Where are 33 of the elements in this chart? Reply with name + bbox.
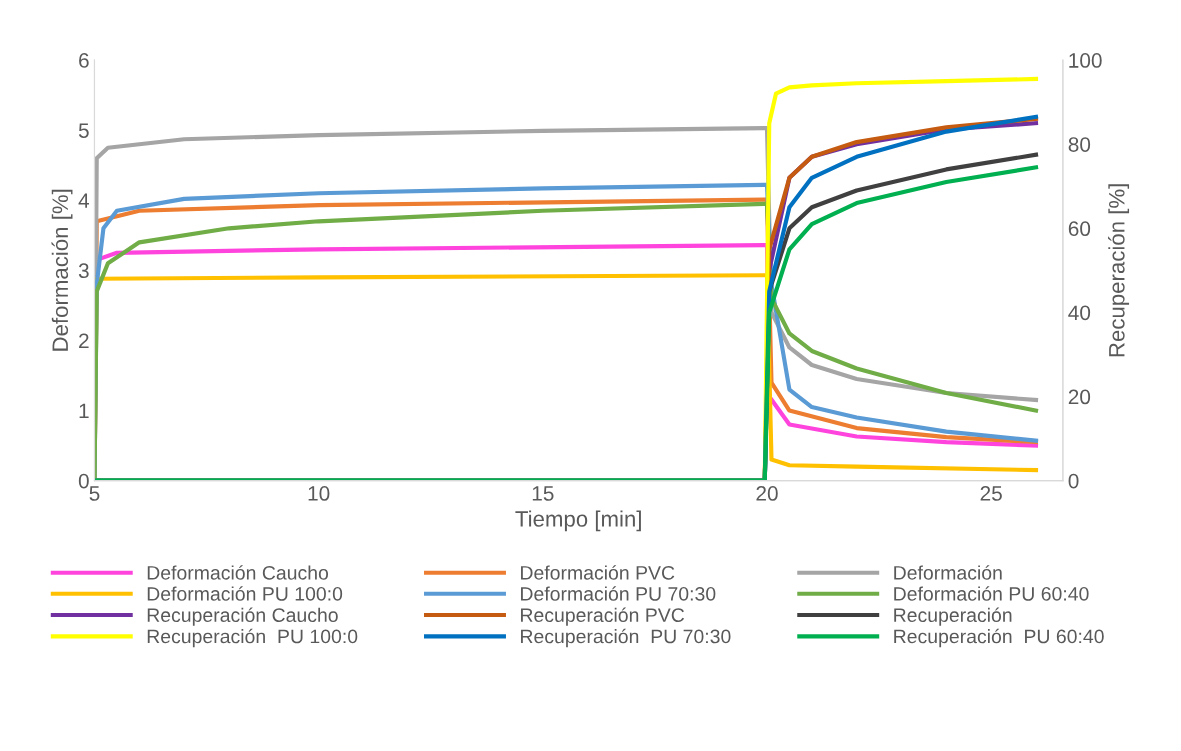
legend-label: Deformación Caucho [147, 565, 329, 580]
x-tick-label: 10 [308, 486, 330, 501]
legend-label: Deformación PVC [521, 565, 675, 580]
y2-tick-label: 80 [1068, 137, 1091, 152]
x-axis-title: Tiempo [min] [515, 510, 641, 532]
y2-tick-label: 40 [1068, 305, 1091, 321]
legend-label: Deformación PU 70:30 [521, 586, 716, 601]
x-tick-label: 25 [980, 486, 1002, 501]
y-axis-title: Deformación [%] [51, 189, 73, 351]
legend-label: Recuperación PU 100:0 [147, 628, 358, 648]
y2-tick-label: 20 [1068, 389, 1091, 405]
y-tick-label: 2 [79, 333, 89, 348]
y2-tick-label: 0 [1068, 473, 1079, 489]
y-tick-label: 4 [78, 193, 90, 208]
y-tick-label: 0 [78, 473, 89, 489]
y2-axis-title: Recuperación [%] [1108, 184, 1130, 357]
legend-label: Recuperación PVC [521, 607, 685, 626]
legend-label: Recuperación PU 70:30 [521, 628, 731, 648]
y-tick-label: 1 [79, 403, 89, 419]
legend-label: Deformación PU 60:40 [894, 586, 1089, 601]
y-tick-label: 5 [78, 123, 89, 138]
legend-label: Recuperación PU 60:40 [894, 628, 1104, 648]
y-tick-label: 3 [78, 263, 89, 279]
x-tick-label: 15 [532, 486, 554, 501]
legend-label: Deformación [894, 565, 1002, 580]
y-tick-label: 6 [79, 53, 89, 68]
x-tick-label: 5 [89, 486, 100, 501]
x-tick-label: 20 [756, 486, 778, 501]
y2-tick-label: 60 [1068, 221, 1091, 237]
legend-label: Deformación PU 100:0 [147, 586, 343, 601]
legend-label: Recuperación Caucho [147, 607, 338, 626]
y2-tick-label: 100 [1069, 53, 1102, 68]
legend-label: Recuperación [894, 607, 1012, 626]
